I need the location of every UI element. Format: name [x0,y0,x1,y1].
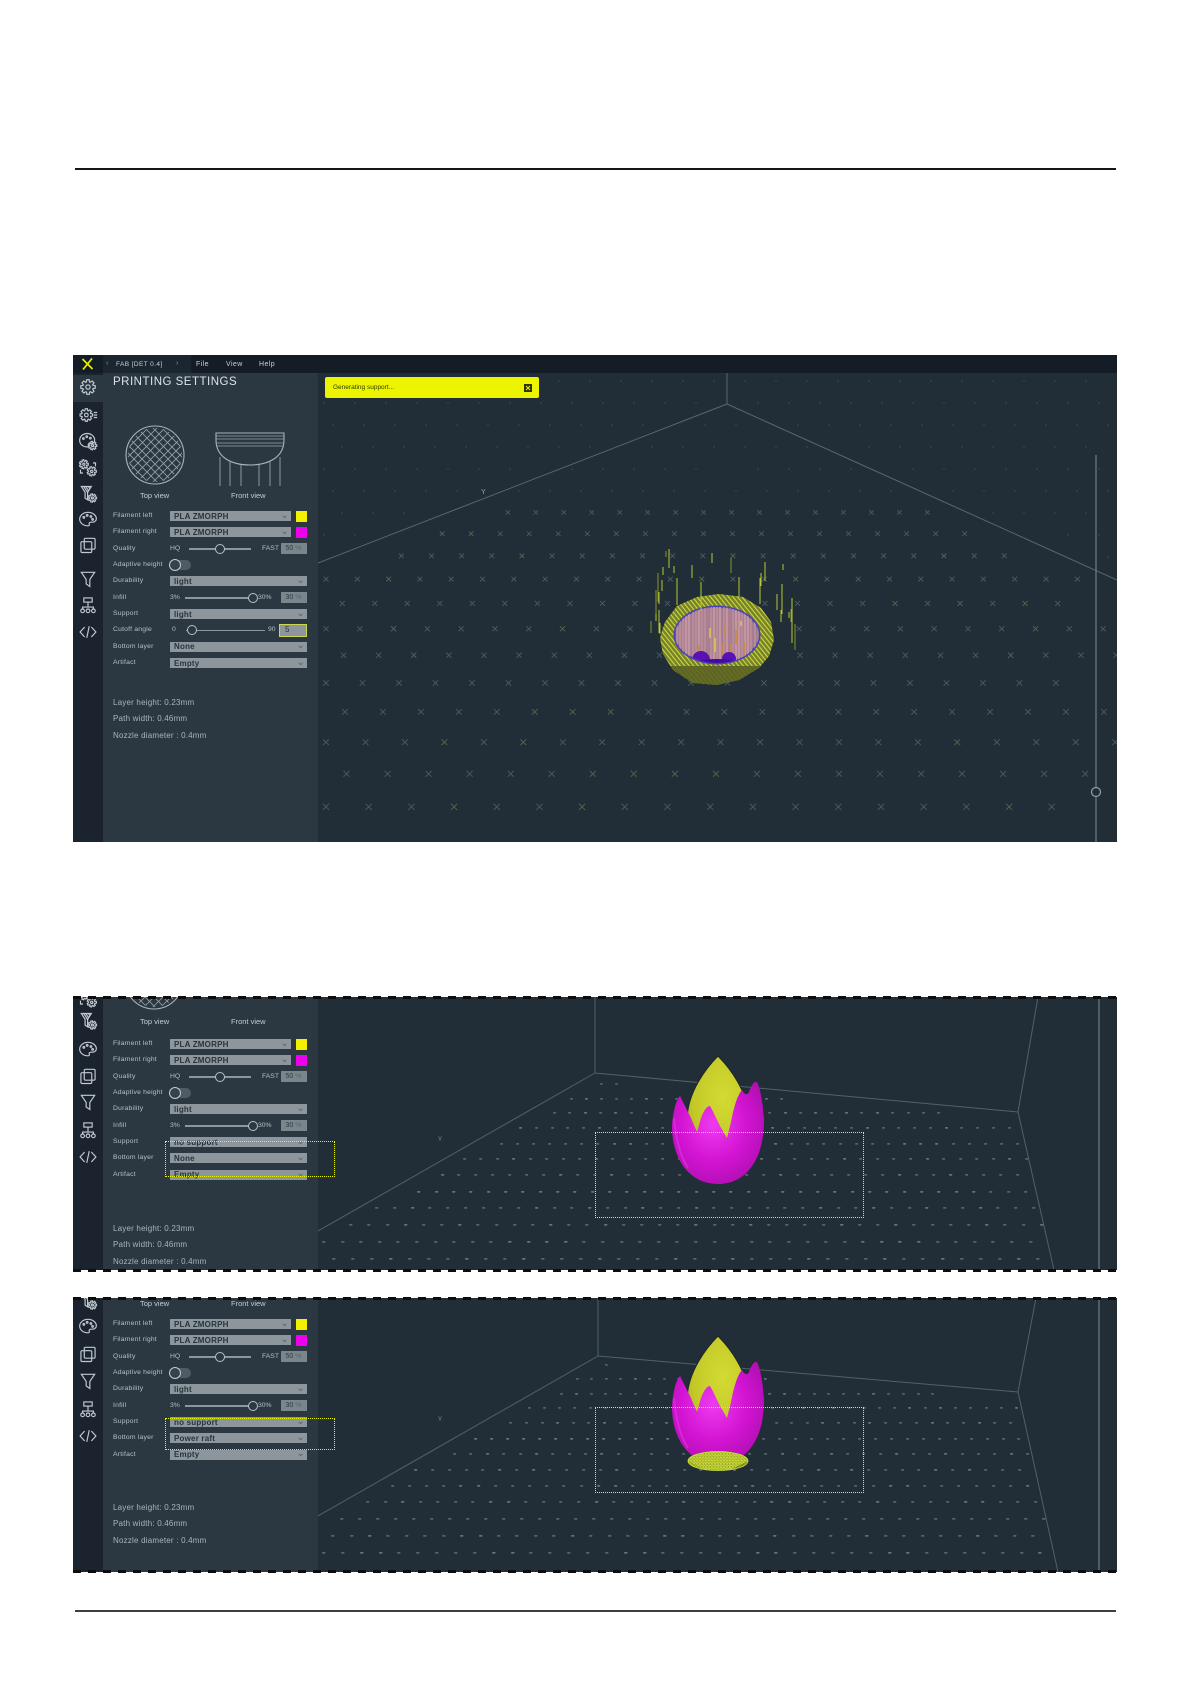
svg-text:Y: Y [481,489,486,496]
svg-text:Y: Y [438,1417,442,1423]
svg-text:Y: Y [438,1137,442,1143]
